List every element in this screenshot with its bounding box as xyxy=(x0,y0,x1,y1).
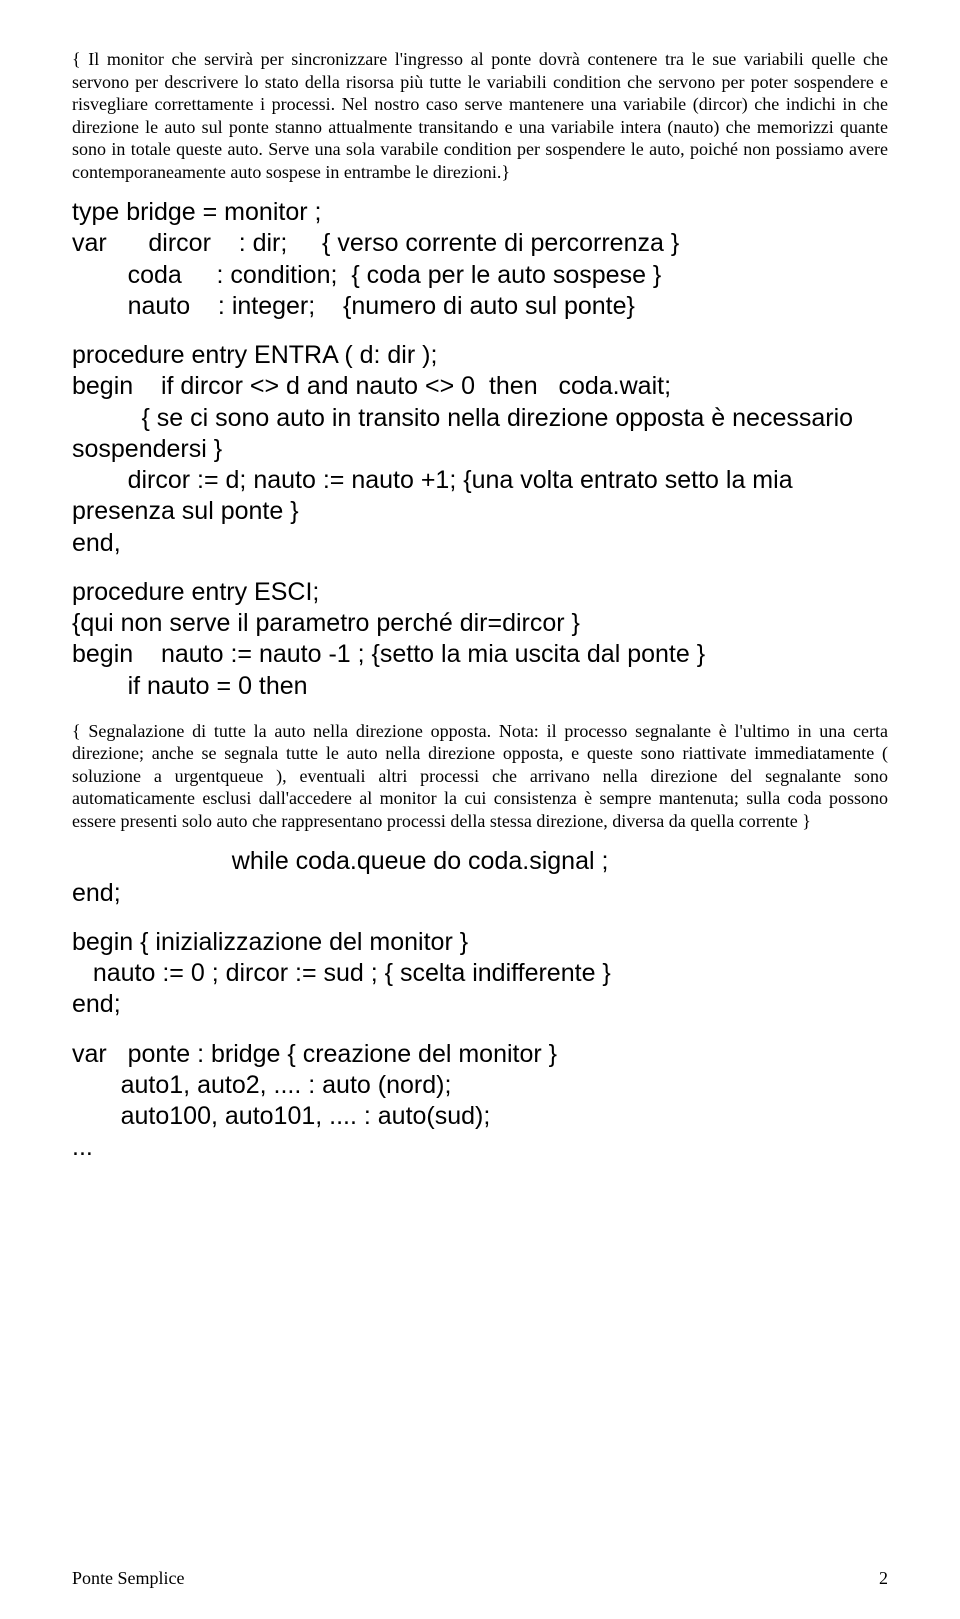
code-procedure-entra: procedure entry ENTRA ( d: dir ); begin … xyxy=(72,340,888,559)
footer-title: Ponte Semplice xyxy=(72,1568,184,1589)
code-type-declaration: type bridge = monitor ; var dircor : dir… xyxy=(72,197,888,322)
document-page: { Il monitor che servirà per sincronizza… xyxy=(0,0,960,1619)
code-while-signal: while coda.queue do coda.signal ; end; xyxy=(72,846,888,909)
page-footer: Ponte Semplice 2 xyxy=(72,1568,888,1589)
paragraph-intro: { Il monitor che servirà per sincronizza… xyxy=(72,48,888,183)
code-init-monitor: begin { inizializzazione del monitor } n… xyxy=(72,927,888,1021)
code-var-ponte: var ponte : bridge { creazione del monit… xyxy=(72,1039,888,1164)
footer-page-number: 2 xyxy=(879,1568,888,1589)
code-procedure-esci: procedure entry ESCI; {qui non serve il … xyxy=(72,577,888,702)
paragraph-note: { Segnalazione di tutte la auto nella di… xyxy=(72,720,888,833)
